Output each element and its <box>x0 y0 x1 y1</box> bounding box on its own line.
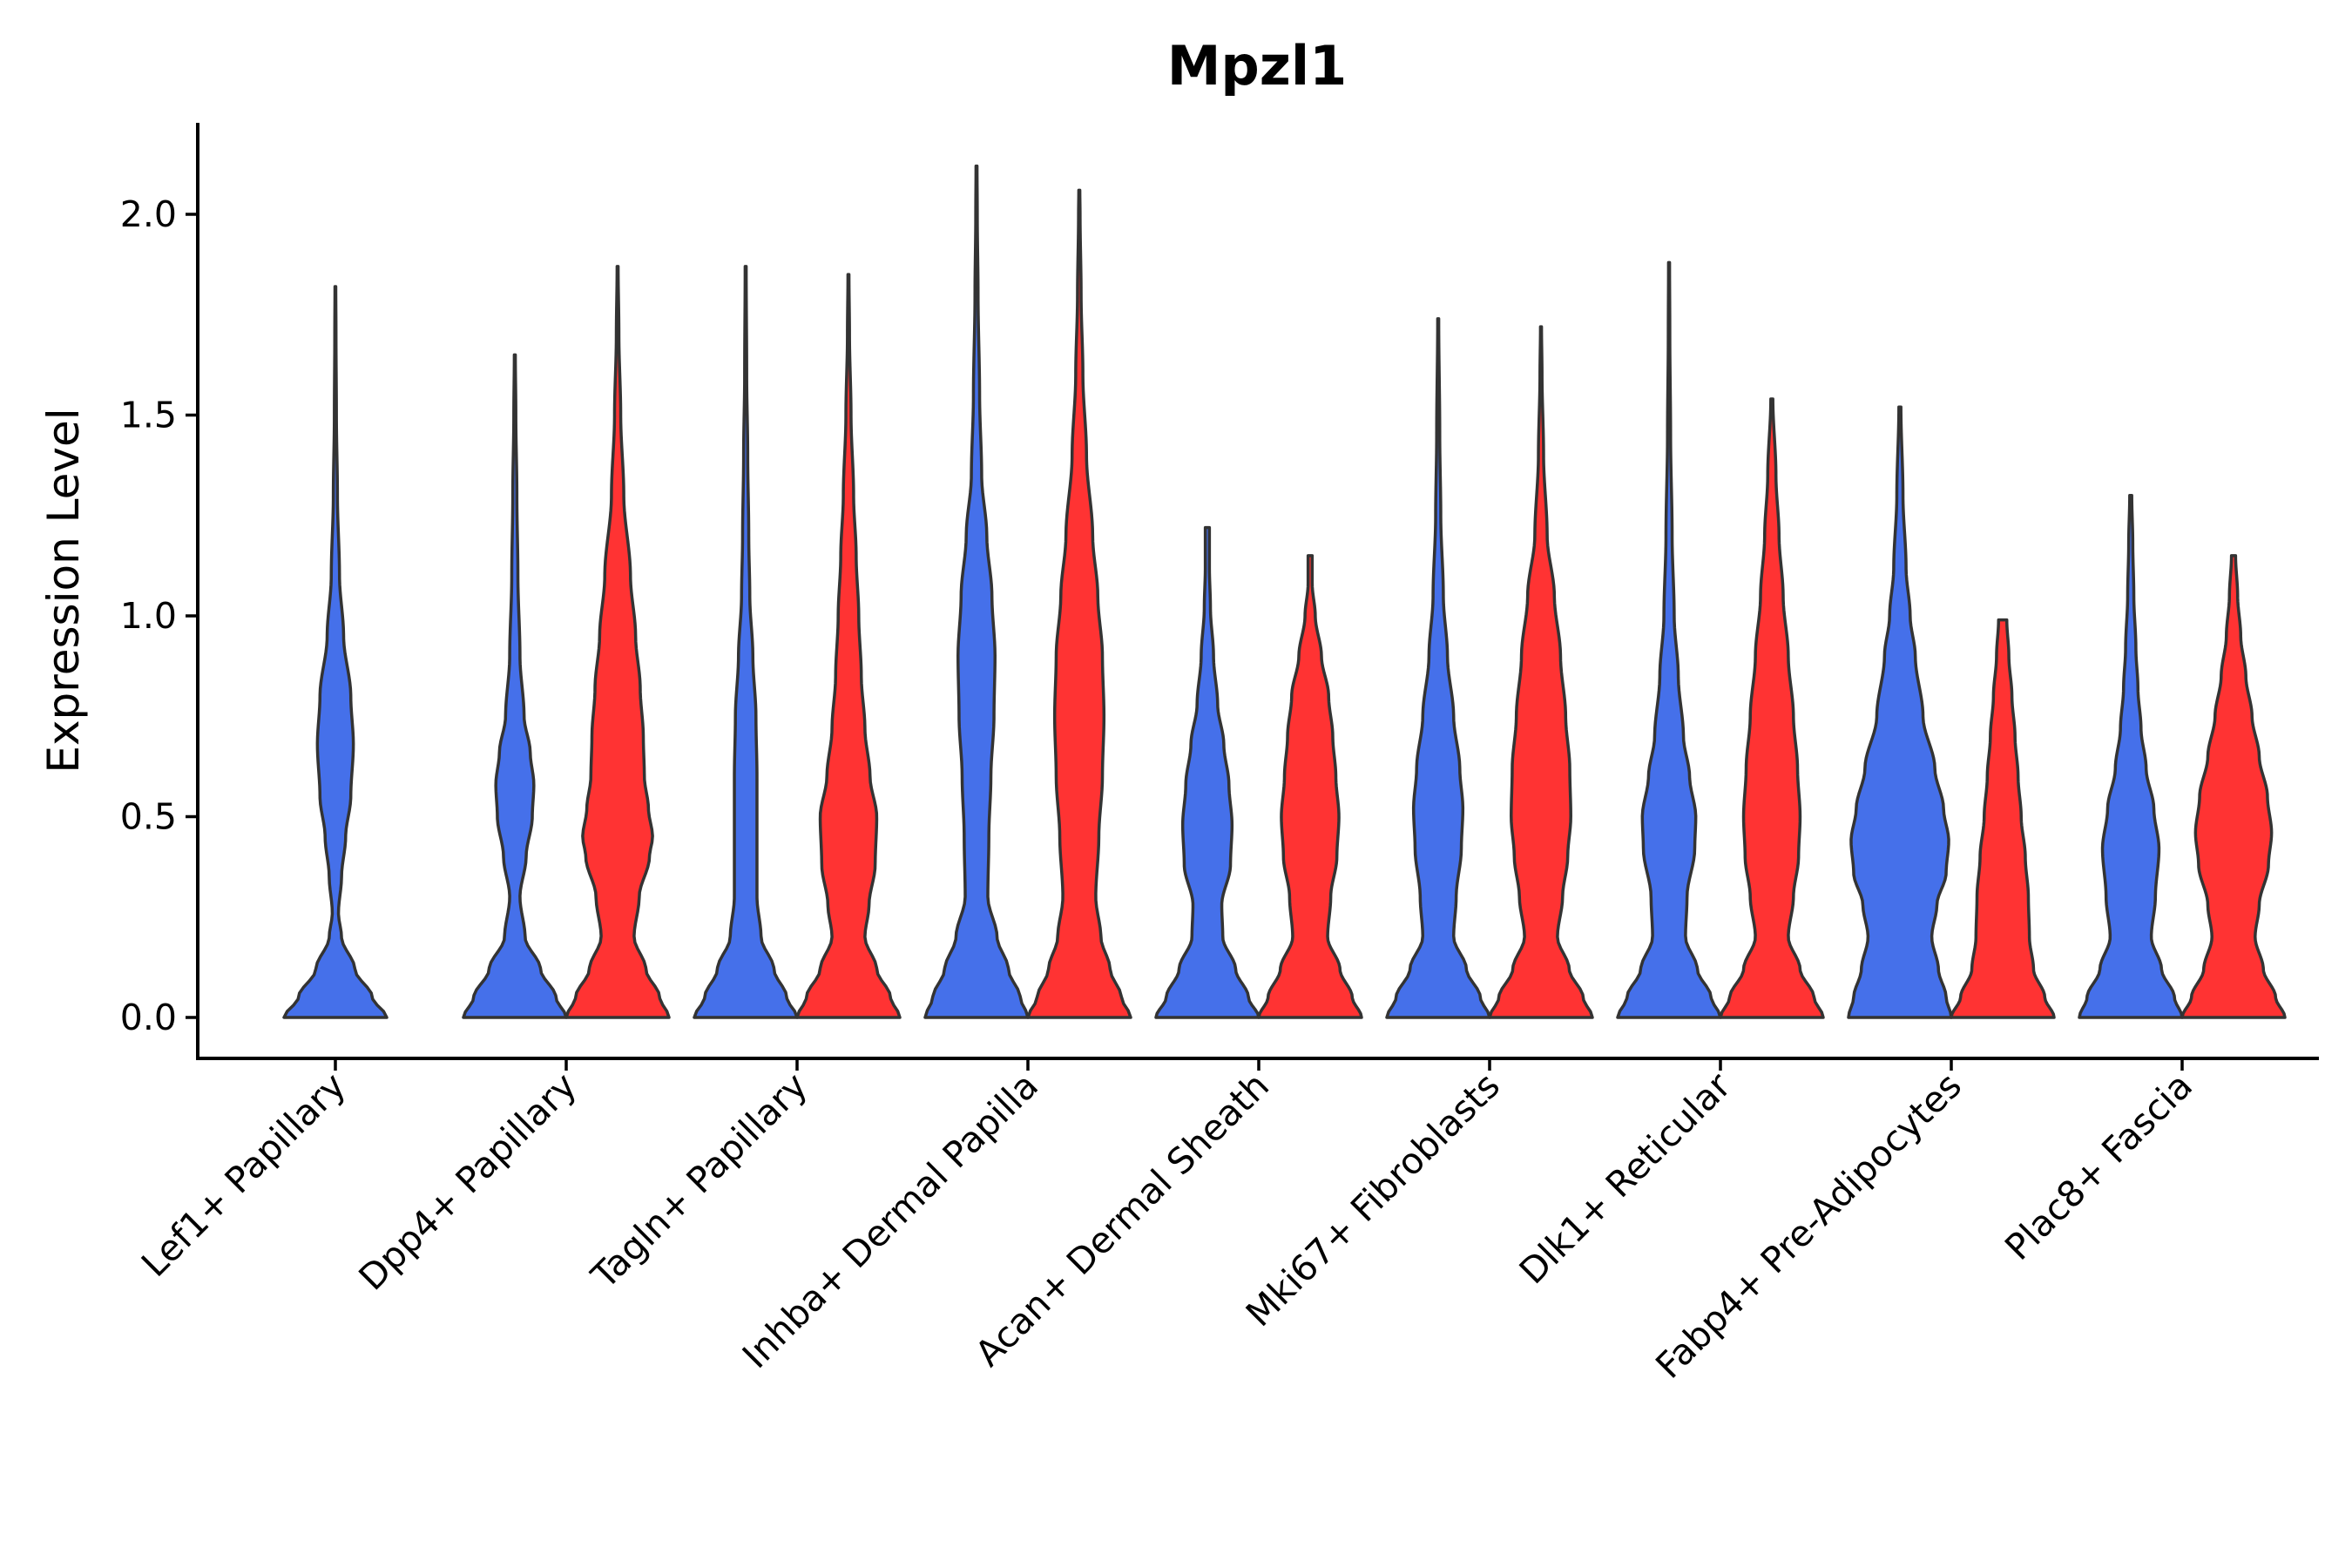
violin-group2 <box>795 273 902 1019</box>
x-tick-label: Mki67+ Fibroblasts <box>1238 1064 1508 1335</box>
violin-group1 <box>1616 260 1722 1019</box>
y-tick-label: 0.5 <box>120 796 177 838</box>
y-ticks: 0.0 0.5 1.0 1.5 2.0 <box>120 193 198 1038</box>
violin-group1 <box>282 285 389 1019</box>
y-tick-label: 1.0 <box>120 595 177 637</box>
violin-group1 <box>1847 405 1953 1019</box>
violin-group2 <box>1950 618 2056 1019</box>
violin-group1 <box>923 164 1030 1019</box>
violin-group1 <box>462 353 568 1019</box>
violin-group2 <box>564 265 671 1019</box>
violin-group1 <box>1154 525 1260 1019</box>
x-tick-label: Plac8+ Fascia <box>1997 1064 2200 1268</box>
x-tick-label: Tagln+ Papillary <box>583 1064 815 1297</box>
y-tick-label: 0.0 <box>120 997 177 1038</box>
violin-group1 <box>2078 493 2184 1019</box>
y-tick-label: 2.0 <box>120 193 177 235</box>
x-tick-label: Dpp4+ Papillary <box>351 1064 585 1298</box>
violin-group1 <box>1385 317 1491 1019</box>
violin-group2 <box>1257 554 1363 1019</box>
y-tick-label: 1.5 <box>120 395 177 436</box>
x-tick-label: Lef1+ Papillary <box>133 1064 354 1285</box>
y-axis-label: Expression Level <box>38 408 89 773</box>
violin-group2 <box>1026 188 1132 1019</box>
chart-title: Mpzl1 <box>1167 34 1348 98</box>
violin-group1 <box>693 265 799 1019</box>
x-tick-label: Dlk1+ Reticular <box>1511 1064 1739 1292</box>
violins-layer <box>282 164 2287 1019</box>
violin-group2 <box>1488 325 1594 1019</box>
violin-group2 <box>1719 397 1825 1019</box>
violin-group2 <box>2180 554 2287 1019</box>
